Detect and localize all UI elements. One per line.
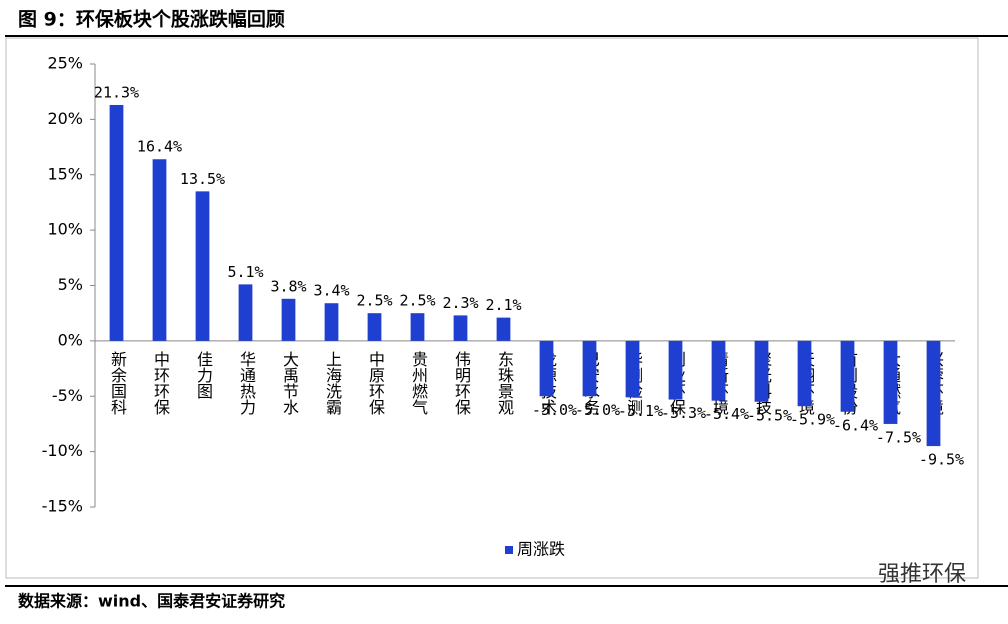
value-label: -5.9% xyxy=(790,411,835,429)
x-tick-label: 中原环保 xyxy=(366,351,385,415)
value-label: -7.5% xyxy=(876,428,921,446)
value-label: -5.0% xyxy=(575,401,620,419)
value-label: 21.3% xyxy=(94,83,139,101)
value-label: 2.1% xyxy=(485,296,521,314)
x-tick-label: 新余国科 xyxy=(108,351,127,415)
y-tick-label: 20% xyxy=(47,109,83,128)
chart-title: 图 9：环保板块个股涨跌幅回顾 xyxy=(18,8,285,31)
value-label: -5.4% xyxy=(704,405,749,423)
bar xyxy=(152,159,167,341)
bar xyxy=(281,298,296,341)
bar xyxy=(453,315,468,341)
bar xyxy=(367,313,382,341)
bar xyxy=(754,340,769,402)
y-tick-label: 5% xyxy=(58,275,83,294)
bar xyxy=(582,340,597,397)
value-label: 5.1% xyxy=(227,263,263,281)
bar xyxy=(625,340,640,398)
y-tick-label: 15% xyxy=(47,164,83,183)
bar xyxy=(109,104,124,341)
bar xyxy=(668,340,683,400)
y-tick-label: 10% xyxy=(47,220,83,239)
legend-swatch xyxy=(505,546,513,554)
value-label: 3.8% xyxy=(270,277,306,295)
value-label: -6.4% xyxy=(833,416,878,434)
value-label: -5.5% xyxy=(747,406,792,424)
bar xyxy=(539,340,554,397)
value-label: 13.5% xyxy=(180,170,225,188)
y-tick-label: 25% xyxy=(47,54,83,73)
value-label: 2.5% xyxy=(356,292,392,310)
bar xyxy=(238,284,253,341)
bar xyxy=(926,340,941,447)
watermark: 强推环保 xyxy=(878,562,966,587)
x-tick-label: 上海洗霸 xyxy=(323,351,342,416)
y-tick-label: -15% xyxy=(42,497,83,516)
source: 数据来源：wind、国泰君安证券研究 xyxy=(18,592,285,611)
bar xyxy=(711,340,726,401)
value-label: 2.5% xyxy=(399,292,435,310)
chart-frame xyxy=(5,37,979,579)
x-tick-label: 佳力图 xyxy=(194,351,213,399)
x-tick-label: 华通热力 xyxy=(237,351,256,416)
legend-label: 周涨跌 xyxy=(517,540,565,559)
bar xyxy=(195,191,210,341)
x-tick-label: 伟明环保 xyxy=(452,351,471,415)
x-tick-label: 大禹节水 xyxy=(280,351,299,415)
bar xyxy=(410,313,425,341)
value-label: 2.3% xyxy=(442,294,478,312)
y-tick-label: -10% xyxy=(42,441,83,460)
y-tick-label: 0% xyxy=(58,330,83,349)
bar xyxy=(324,303,339,341)
value-label: 16.4% xyxy=(137,138,182,156)
x-tick-label: 中环环保 xyxy=(151,351,170,415)
value-label: -5.1% xyxy=(618,402,663,420)
x-tick-label: 贵州燃气 xyxy=(409,351,428,415)
value-label: -9.5% xyxy=(919,451,964,469)
bar xyxy=(797,340,812,407)
value-label: -5.3% xyxy=(661,404,706,422)
bar xyxy=(840,340,855,412)
bar xyxy=(496,317,511,341)
x-tick-label: 东珠景观 xyxy=(495,351,514,416)
y-tick-label: -5% xyxy=(52,386,83,405)
value-label: 3.4% xyxy=(313,282,349,300)
bar xyxy=(883,340,898,424)
value-label: -5.0% xyxy=(532,401,577,419)
